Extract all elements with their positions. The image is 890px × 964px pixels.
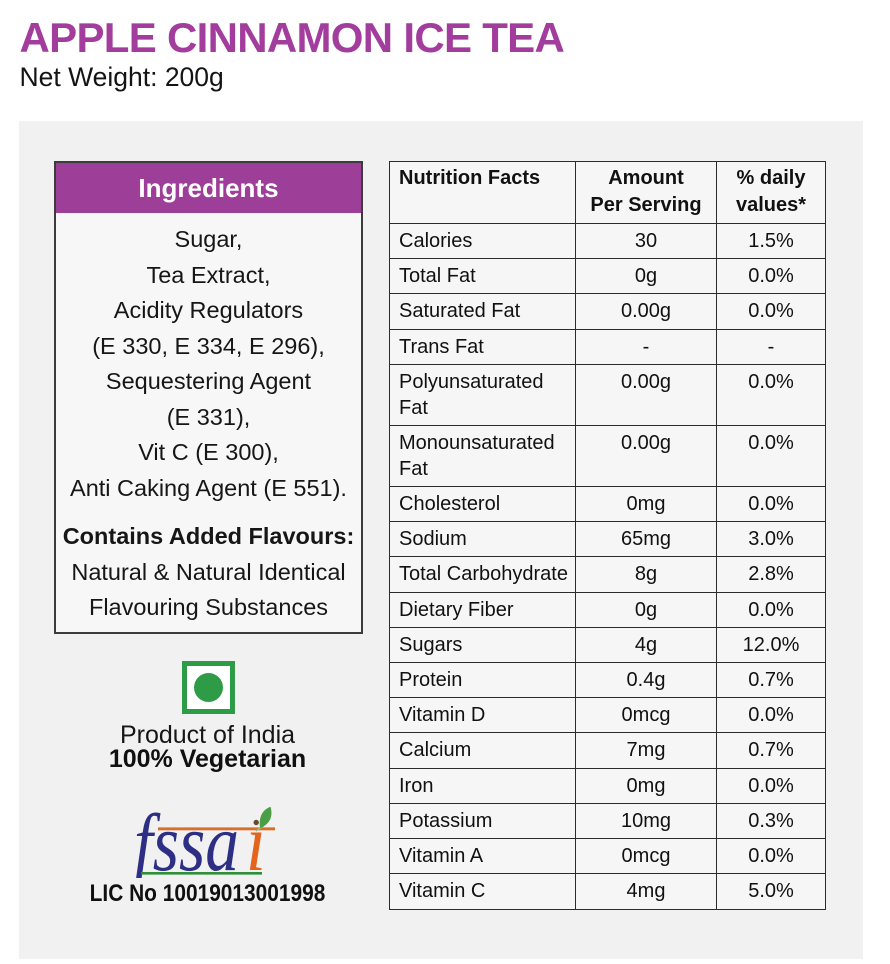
svg-text:fssa: fssa — [134, 800, 239, 878]
svg-text:ı: ı — [246, 800, 266, 878]
